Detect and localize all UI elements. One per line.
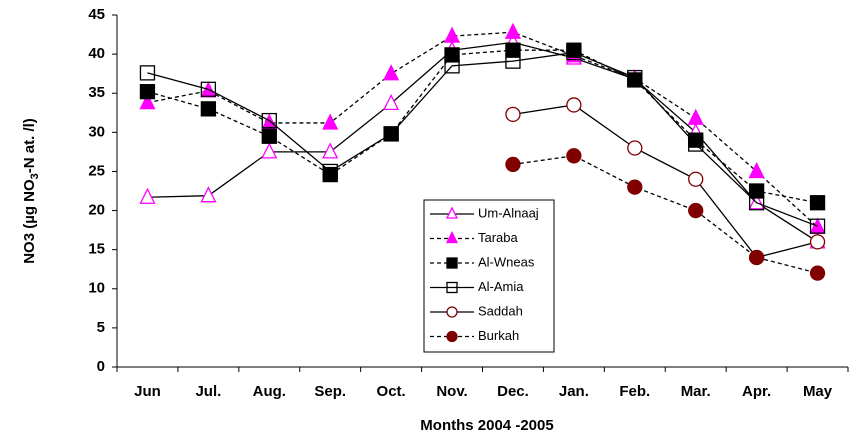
marker (688, 136, 704, 152)
marker (261, 113, 278, 130)
marker (139, 187, 156, 204)
marker (443, 26, 461, 43)
x-tick-label: Aug. (253, 383, 286, 400)
x-tick-label: Jul. (195, 383, 221, 400)
y-tick-label: 25 (88, 162, 105, 179)
marker (446, 281, 458, 294)
y-tick-label: 5 (97, 319, 105, 336)
marker (809, 195, 826, 211)
marker (627, 179, 643, 195)
marker (139, 65, 156, 81)
marker (809, 218, 826, 234)
marker (383, 64, 400, 81)
y-tick-label: 10 (88, 280, 105, 297)
marker (748, 193, 765, 210)
marker (748, 183, 765, 199)
marker (383, 126, 399, 142)
legend-label: Um-Alnaaj (478, 205, 539, 220)
marker (322, 113, 339, 130)
x-tick-label: Sep. (314, 383, 346, 400)
marker (688, 171, 704, 187)
marker (322, 163, 338, 180)
legend-label: Taraba (478, 230, 519, 245)
x-tick-label: Jun (134, 383, 161, 400)
marker (200, 186, 217, 203)
series-line (147, 51, 818, 227)
marker (505, 42, 521, 58)
marker (445, 206, 459, 219)
legend-label: Saddah (478, 303, 523, 318)
marker (322, 142, 339, 159)
y-tick-label: 20 (88, 202, 105, 219)
x-tick-label: Dec. (497, 383, 529, 400)
x-axis-title: Months 2004 -2005 (420, 417, 553, 434)
marker (809, 265, 826, 281)
legend-label: Burkah (478, 328, 519, 343)
x-tick-label: Nov. (436, 383, 467, 400)
y-tick-label: 40 (88, 45, 105, 62)
series-line (512, 104, 818, 259)
legend-label: Al-Wneas (478, 254, 535, 269)
y-tick-label: 30 (88, 123, 105, 140)
marker (566, 97, 582, 113)
marker (688, 132, 704, 148)
x-tick-label: Jan. (559, 383, 589, 400)
marker (322, 166, 338, 183)
marker (446, 330, 458, 343)
marker (446, 257, 458, 269)
marker (505, 53, 521, 69)
marker (444, 47, 460, 63)
marker (688, 202, 704, 219)
marker (139, 93, 156, 110)
marker (200, 101, 217, 117)
marker (504, 22, 522, 39)
marker (566, 44, 582, 61)
marker (383, 93, 400, 111)
legend-label: Al-Amia (478, 279, 524, 294)
marker (444, 58, 460, 74)
x-tick-label: Feb. (619, 383, 650, 400)
marker (748, 161, 765, 179)
marker (748, 195, 765, 211)
y-tick-label: 0 (97, 358, 105, 375)
series-line (147, 49, 818, 204)
x-tick-label: May (803, 383, 833, 400)
x-tick-label: Mar. (681, 383, 711, 400)
y-tick-label: 35 (88, 84, 105, 101)
marker (139, 84, 156, 100)
series-line (147, 31, 818, 228)
marker (627, 69, 643, 86)
marker (627, 140, 643, 156)
marker (261, 128, 277, 144)
marker (505, 106, 521, 122)
marker (687, 108, 704, 125)
y-tick-label: 15 (88, 241, 105, 258)
marker (809, 234, 826, 250)
marker (446, 306, 458, 318)
legend: Um-Alnaaj Taraba Al-Wneas Al-Amia Saddah Burk… (423, 199, 555, 353)
x-tick-label: Apr. (742, 383, 771, 400)
marker (748, 249, 765, 266)
marker (261, 142, 278, 159)
marker (566, 148, 582, 164)
series-line (512, 155, 818, 274)
y-axis-title: NO3 (µg NO3-N at. /l) (21, 118, 41, 264)
y-tick-label: 45 (88, 6, 105, 23)
marker (200, 81, 217, 97)
x-tick-label: Oct. (377, 383, 406, 400)
legend-box (423, 199, 555, 353)
marker (445, 231, 459, 244)
series-line (147, 41, 818, 243)
marker (261, 112, 277, 129)
marker (505, 156, 521, 173)
